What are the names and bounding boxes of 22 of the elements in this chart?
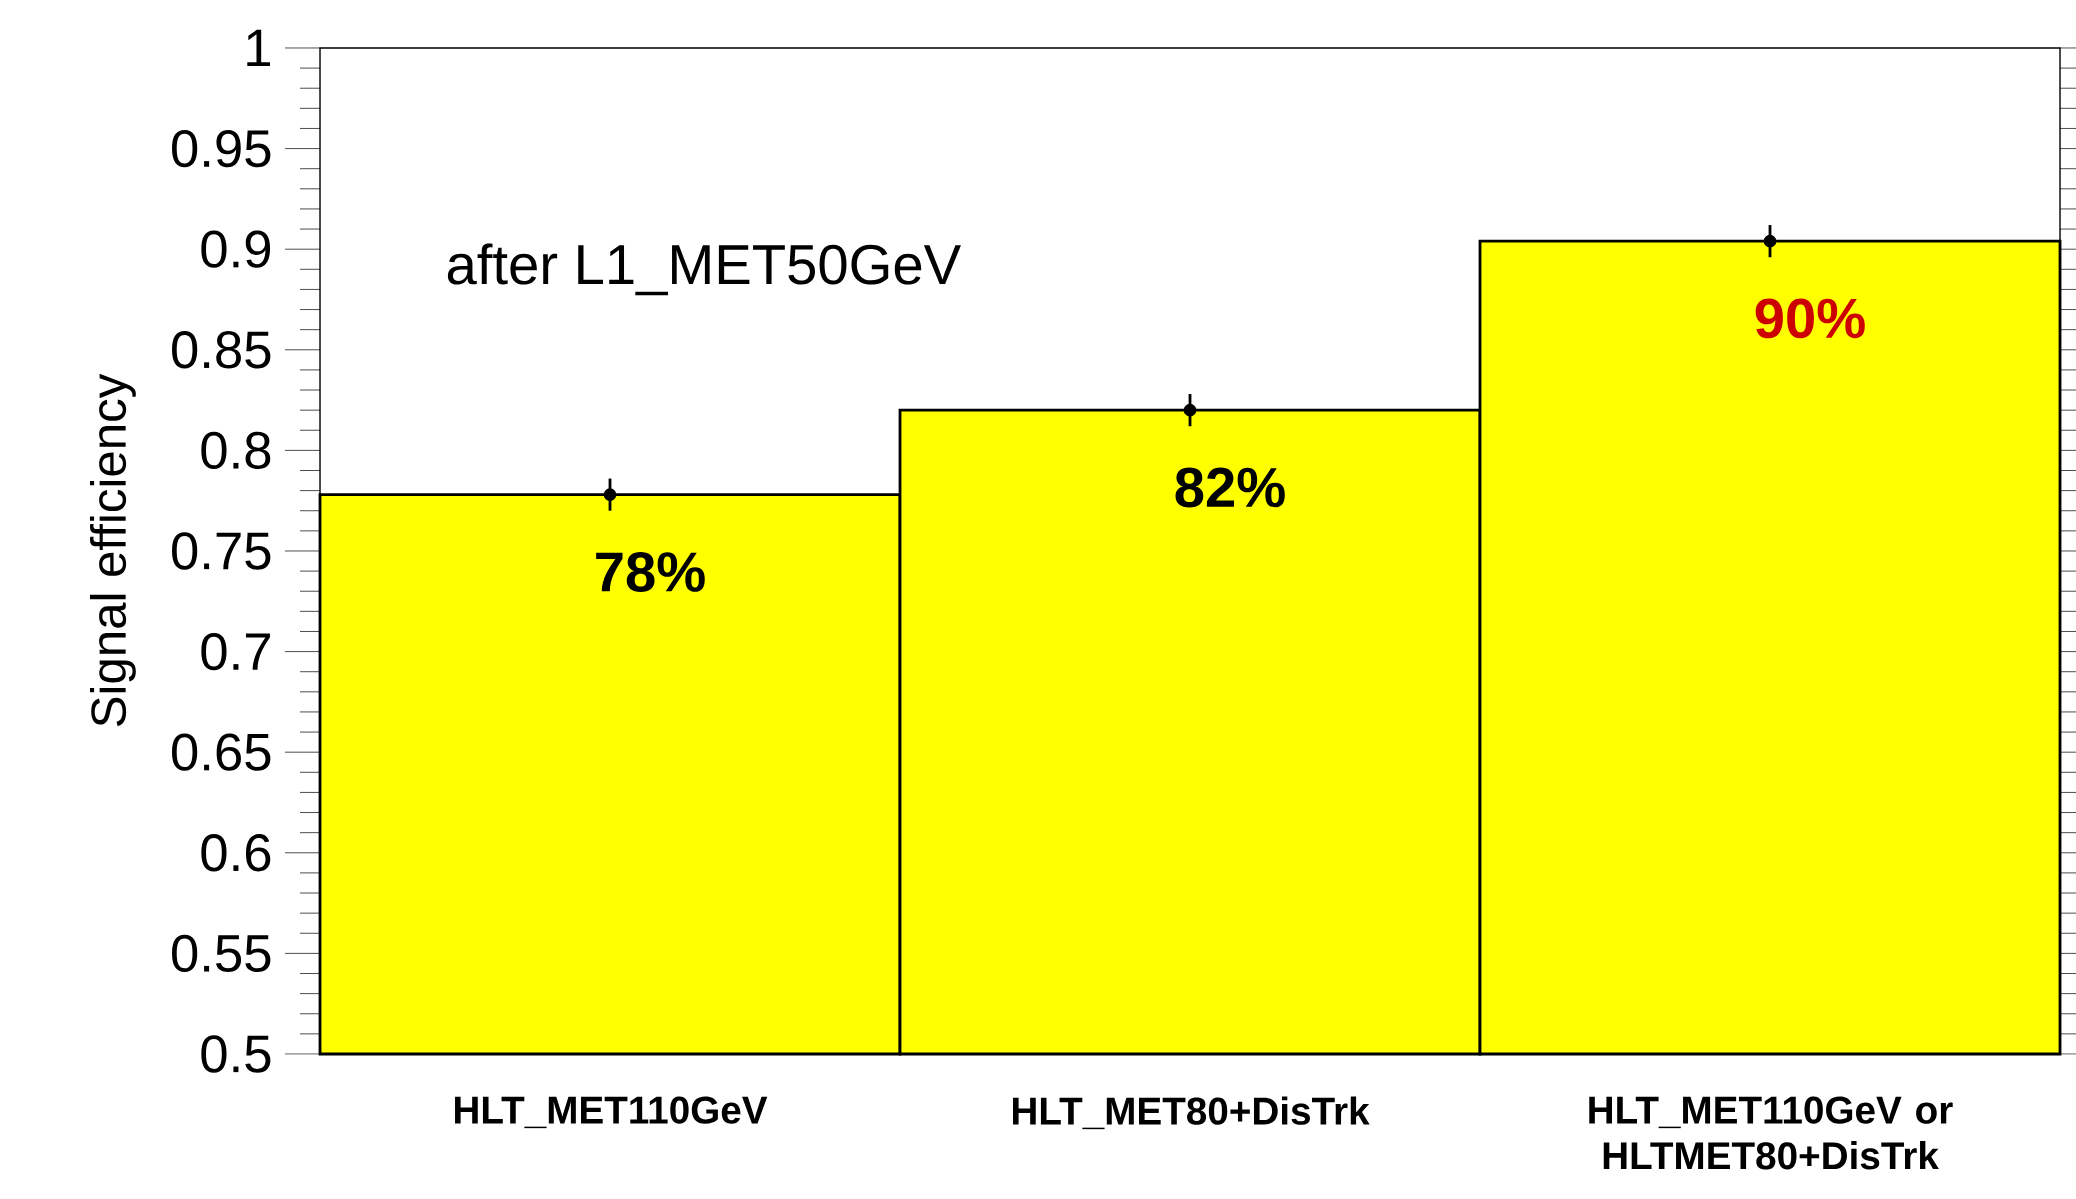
y-tick-label: 1 <box>247 29 270 67</box>
y-tick-label: 0.75 <box>172 532 271 570</box>
x-tick-label: HLT_MET110GeV <box>455 1096 768 1129</box>
y-tick-label: 0.6 <box>201 834 271 872</box>
point <box>1183 403 1197 417</box>
y-tick-label: 0.5 <box>201 1035 271 1073</box>
y-tick-label: 0.95 <box>172 129 271 168</box>
point <box>1763 234 1777 248</box>
y-tick-label: 0.85 <box>172 331 271 369</box>
data-label: 90% <box>1755 298 1865 339</box>
point <box>603 488 617 501</box>
y-tick-label: 0.9 <box>201 230 271 268</box>
data-label: 82% <box>1175 467 1285 508</box>
x-tick-label: HLT_MET80+DisTrk <box>1013 1096 1370 1130</box>
y-axis-title: Signal efficiency <box>89 373 136 727</box>
y-tick-label: 0.55 <box>172 934 271 973</box>
y-tick-label: 0.8 <box>201 431 271 470</box>
y-tick-label: 0.65 <box>172 733 271 771</box>
y-tick-label: 0.7 <box>201 632 270 671</box>
annotation: after L1_MET50GeV <box>447 243 961 296</box>
x-tick-label: HLT_MET110GeV or HLTMET80+DisTrk <box>1589 1096 1953 1170</box>
data-label: 78% <box>596 552 705 592</box>
